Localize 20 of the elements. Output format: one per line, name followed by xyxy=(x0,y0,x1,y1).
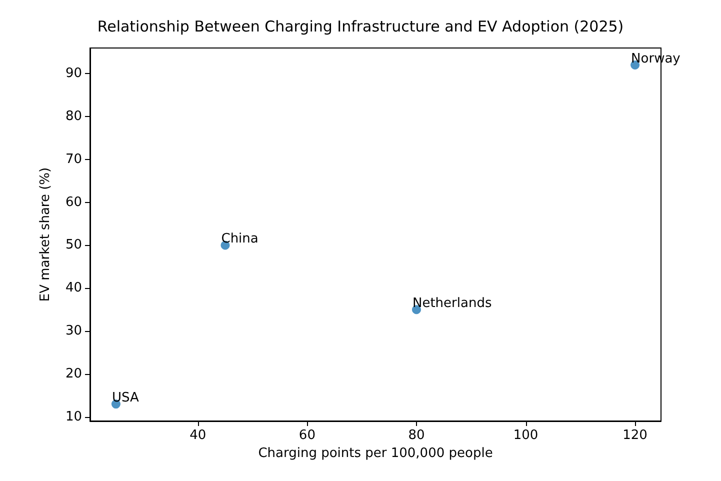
y-tick-label: 20 xyxy=(65,366,82,382)
x-tick-label: 80 xyxy=(408,428,425,443)
x-tick-label: 100 xyxy=(513,428,538,443)
annotation: China xyxy=(221,232,258,247)
annotation: USA xyxy=(112,390,139,406)
y-tick-label: 50 xyxy=(65,238,82,253)
y-tick-label: 60 xyxy=(65,194,82,210)
y-tick-label: 30 xyxy=(65,324,82,339)
x-tick-label: 60 xyxy=(298,428,316,443)
y-tick-label: 80 xyxy=(65,108,82,124)
x-axis-title: Charging points per 100,000 people xyxy=(258,446,493,461)
annotation: Netherlands xyxy=(412,296,492,312)
y-tick-label: 40 xyxy=(65,280,82,296)
x-tick-label: 40 xyxy=(190,428,206,443)
y-tick-label: 90 xyxy=(65,66,82,82)
y-tick-label: 10 xyxy=(65,409,82,424)
y-tick-label: 70 xyxy=(65,152,82,167)
chart-title: Relationship Between Charging Infrastructure and EV Adoption (2025) xyxy=(97,18,624,36)
x-tick-label: 120 xyxy=(622,428,648,443)
y-axis-title: EV market share (%) xyxy=(38,167,53,302)
